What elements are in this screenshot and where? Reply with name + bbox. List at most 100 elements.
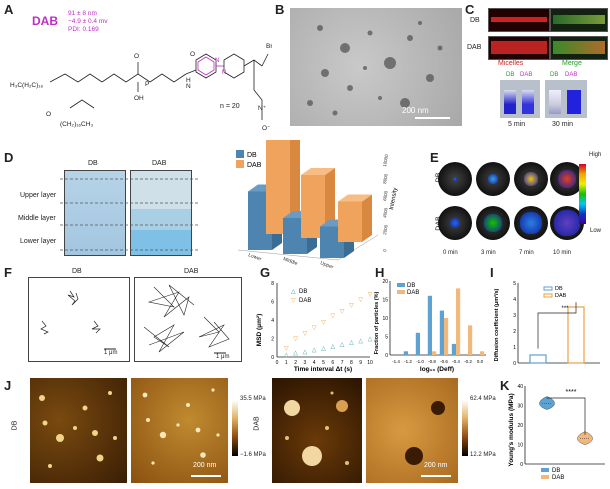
h-ytick: 10 (382, 316, 388, 322)
k-sig-bracket (546, 397, 586, 435)
d-legend-dab-swatch (236, 160, 244, 168)
g-xtick: 3 (304, 360, 307, 366)
c-col-merge: Merge (562, 60, 582, 67)
i-legend-dab: DAB (555, 293, 567, 299)
h-xtick: -0.2 (464, 359, 472, 364)
g-point-dab: ▽ (293, 337, 298, 343)
h-legend-dab: DAB (407, 290, 419, 296)
tem-particles (307, 21, 450, 119)
k-ytick: 10 (517, 443, 523, 449)
panel-label-f: F (4, 265, 12, 280)
e-dish-db-1 (476, 162, 510, 196)
j-db-mod-particle (211, 388, 215, 392)
f-db-scale: 1 μm (104, 350, 118, 356)
i-ytick: 3 (513, 313, 516, 319)
panel-label-h: H (375, 265, 385, 280)
vial-dab-label-2: DAB (565, 72, 578, 78)
h-xtick: -0.4 (452, 359, 460, 364)
d-ztick: 2000 (382, 224, 389, 235)
k-violin-db (539, 396, 555, 410)
c-row-db: DB (470, 17, 480, 24)
vial-db-label-2: DB (550, 72, 559, 78)
g-ytick: 0 (271, 355, 274, 361)
j-db-min: −1.6 MPa (240, 452, 266, 458)
g-xtick: 2 (294, 360, 297, 366)
g-legend-dab: DAB (299, 298, 311, 304)
e-dish-db-0 (438, 162, 472, 196)
h-legend-db: DB (407, 283, 415, 289)
d-xtick-lower: Lower (247, 252, 262, 262)
g-ylabel: MSD (μm²) (256, 314, 263, 347)
j-db-particle (42, 420, 48, 426)
d-legend-db-swatch (236, 150, 244, 158)
g-point-dab: ▽ (312, 325, 317, 331)
j-dab-modulus: 200 nm (366, 378, 458, 483)
j-db-particle (56, 434, 64, 442)
svg-text:N: N (186, 83, 191, 90)
d-upper-label: Upper layer (20, 192, 57, 199)
j-db-topography (30, 378, 127, 483)
svg-text:H₃C(H₂C)₁₆: H₃C(H₂C)₁₆ (10, 82, 43, 89)
h-xtick: -0.8 (428, 359, 436, 364)
panel-label-i: I (490, 265, 494, 280)
svg-text:Br: Br (266, 43, 272, 50)
d-legend-db: DB (247, 152, 257, 159)
g-point-dab: ▽ (303, 331, 308, 337)
vial-db-label-1: DB (506, 72, 515, 78)
d-dab-vessel (130, 170, 192, 256)
e-time-3: 3 min (481, 250, 496, 256)
svg-text:H: H (186, 77, 191, 84)
dab-name: DAB (32, 14, 58, 28)
k-ytick: 40 (517, 384, 523, 390)
svg-text:N: N (215, 58, 219, 64)
g-ytick: 2 (271, 337, 274, 343)
panel-label-a: A (4, 2, 14, 17)
svg-text:O: O (134, 53, 139, 60)
d-xtick-upper: Upper (319, 260, 334, 270)
j-row-db: DB (11, 420, 19, 431)
k-legend-dab: DAB (552, 475, 564, 481)
tem-image: 200 nm (290, 8, 462, 126)
g-point-dab: ▽ (284, 346, 289, 352)
g-xlabel: Time interval Δt (s) (294, 366, 352, 373)
k-ytick: 20 (517, 423, 523, 429)
i-bar-db (529, 354, 547, 364)
c-dab-micelles (488, 36, 550, 60)
j-dab-min: 12.2 MPa (470, 452, 496, 458)
dab-zeta: −4.9 ± 0.4 mv (68, 18, 108, 25)
h-ytick: 20 (382, 279, 388, 285)
c-db-micelles (488, 8, 550, 32)
j-db-max: 35.5 MPa (240, 396, 266, 402)
j-db-mod-particle (159, 431, 167, 439)
k-ytick: 0 (520, 462, 523, 468)
h-bar-db (451, 343, 456, 355)
c-row-dab: DAB (467, 44, 482, 51)
svg-text:O⁻: O⁻ (262, 125, 271, 132)
e-dish-dab-3 (550, 206, 584, 240)
d-bar-dab-upper (338, 201, 362, 242)
vials-5min (500, 80, 540, 118)
h-bar-db (427, 295, 432, 355)
e-high: High (589, 152, 602, 158)
dab-size: 91 ± 8 nm (68, 10, 97, 17)
j-dab-scale: 200 nm (424, 462, 448, 469)
g-point-db: △ (368, 337, 373, 343)
vial-dab-label-1: DAB (520, 72, 533, 78)
g-xtick: 9 (359, 360, 362, 366)
g-point-db: △ (303, 349, 308, 355)
j-db-mod-particle (186, 403, 190, 407)
j-db-mod-particle (216, 433, 220, 437)
g-point-db: △ (358, 338, 363, 344)
h-bar-db (439, 310, 444, 355)
i-ytick: 1 (513, 345, 516, 351)
f-col-dab: DAB (184, 268, 199, 275)
j-db-mod-particle (151, 461, 155, 465)
j-db-mod-particle (142, 392, 148, 398)
f-dab-trajectories (134, 277, 242, 362)
d-ztick: 4000 (382, 207, 389, 218)
c-dab-merge (550, 36, 608, 60)
j-dab-particle (325, 426, 329, 430)
j-db-mod-particle (176, 423, 180, 427)
